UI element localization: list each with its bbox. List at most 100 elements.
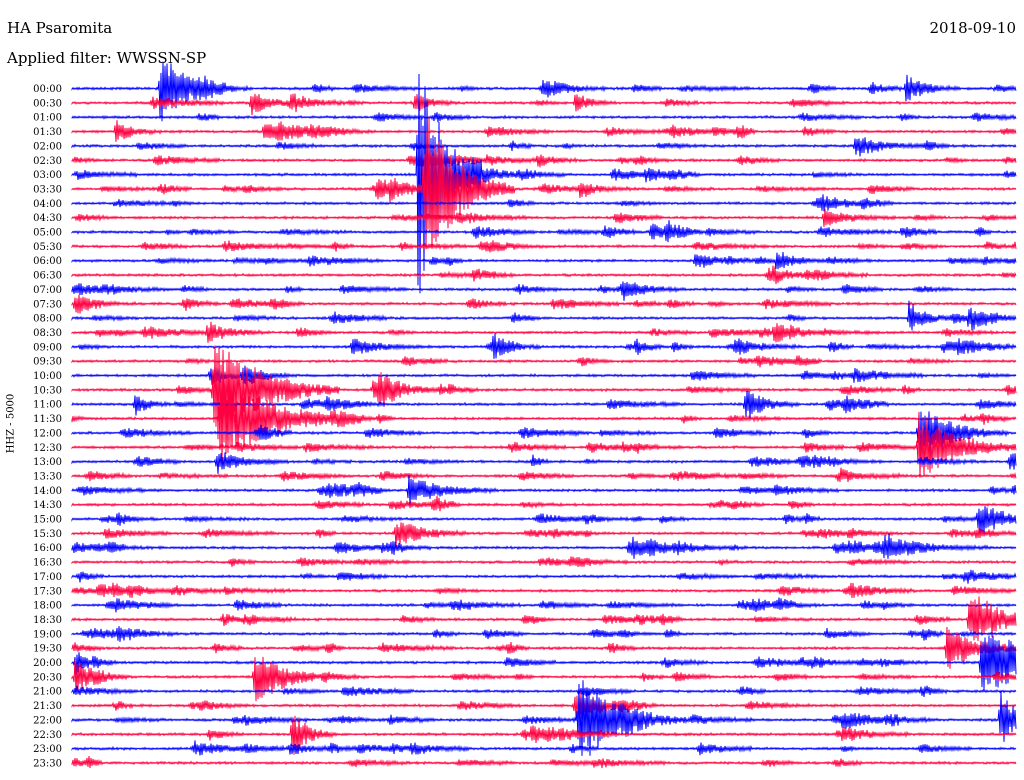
- seismic-trace: [71, 281, 1017, 301]
- seismic-trace: [71, 692, 1017, 720]
- seismic-trace: [71, 596, 1017, 642]
- seismic-trace: [71, 680, 1017, 756]
- seismic-trace: [71, 333, 1017, 359]
- trace-time-label: 06:30: [33, 271, 62, 282]
- seismic-trace: [71, 148, 1017, 171]
- station-title: HA Psaromita: [7, 19, 113, 37]
- trace-time-label: 13:30: [33, 471, 62, 482]
- trace-layer: [71, 61, 1017, 769]
- trace-time-label: 17:30: [33, 586, 62, 597]
- trace-time-label: 21:00: [33, 687, 62, 698]
- trace-time-label: 07:30: [33, 299, 62, 310]
- trace-time-label: 05:00: [33, 228, 62, 239]
- seismic-trace: [71, 467, 1017, 483]
- seismic-trace: [71, 755, 1017, 769]
- seismic-trace: [71, 506, 1017, 534]
- trace-time-label: 10:00: [33, 371, 62, 382]
- trace-time-label: 23:30: [33, 758, 62, 769]
- trace-time-label: 01:30: [33, 127, 62, 138]
- seismic-trace: [71, 656, 1017, 702]
- trace-time-label: 07:00: [33, 285, 62, 296]
- seismic-trace: [71, 220, 1017, 243]
- filter-label: Applied filter: WWSSN-SP: [7, 49, 207, 67]
- trace-time-label: 04:00: [33, 199, 62, 210]
- seismic-trace: [71, 251, 1017, 270]
- trace-time-label: 12:30: [33, 443, 62, 454]
- trace-time-label: 03:30: [33, 184, 62, 195]
- seismic-trace: [71, 411, 1017, 478]
- seismic-trace: [71, 556, 1017, 568]
- trace-time-label: 08:30: [33, 328, 62, 339]
- seismic-trace: [71, 294, 1017, 314]
- trace-time-label: 12:00: [33, 428, 62, 439]
- trace-time-label: 21:30: [33, 701, 62, 712]
- seismic-trace: [71, 73, 1017, 294]
- seismic-trace: [71, 116, 1017, 249]
- trace-time-label: 00:30: [33, 98, 62, 109]
- seismic-trace: [71, 685, 1017, 698]
- seismic-trace: [71, 112, 1017, 123]
- trace-time-label: 19:00: [33, 629, 62, 640]
- seismic-trace: [71, 61, 1017, 122]
- trace-time-label: 23:00: [33, 744, 62, 755]
- trace-time-label: 19:30: [33, 644, 62, 655]
- trace-time-label: 15:00: [33, 515, 62, 526]
- seismic-trace: [71, 265, 1017, 285]
- date-label: 2018-09-10: [929, 19, 1016, 37]
- trace-time-label: 22:00: [33, 715, 62, 726]
- trace-time-label: 16:00: [33, 543, 62, 554]
- seismic-trace: [71, 474, 1017, 506]
- trace-time-label: 02:30: [33, 156, 62, 167]
- seismic-trace: [71, 495, 1017, 512]
- trace-time-label: 16:30: [33, 558, 62, 569]
- trace-time-label: 14:00: [33, 486, 62, 497]
- seismic-trace: [71, 452, 1017, 474]
- trace-time-label: 18:00: [33, 601, 62, 612]
- trace-time-label: 03:00: [33, 170, 62, 181]
- seismic-trace: [71, 582, 1017, 599]
- trace-time-label: 10:30: [33, 385, 62, 396]
- trace-time-label: 18:30: [33, 615, 62, 626]
- trace-time-label: 11:00: [33, 400, 62, 411]
- seismic-trace: [71, 569, 1017, 584]
- trace-time-label: 20:30: [33, 672, 62, 683]
- seismic-trace: [71, 376, 1017, 465]
- seismic-trace: [71, 411, 1017, 462]
- trace-time-label: 17:00: [33, 572, 62, 583]
- seismic-trace: [71, 533, 1017, 559]
- trace-time-label: 09:30: [33, 357, 62, 368]
- seismic-trace: [71, 355, 1017, 368]
- seismic-trace: [71, 626, 1017, 642]
- seismic-trace: [71, 120, 1017, 142]
- trace-time-label: 08:00: [33, 314, 62, 325]
- seismic-trace: [71, 626, 1017, 669]
- seismic-trace: [71, 137, 1017, 157]
- trace-time-label: 04:30: [33, 213, 62, 224]
- trace-time-label: 11:30: [33, 414, 62, 425]
- trace-time-label: 06:00: [33, 256, 62, 267]
- seismic-trace: [71, 321, 1017, 343]
- trace-time-label: 20:00: [33, 658, 62, 669]
- trace-time-label: 22:30: [33, 730, 62, 741]
- trace-time-label: 01:00: [33, 113, 62, 124]
- seismic-trace: [71, 93, 1017, 116]
- seismic-trace: [71, 635, 1017, 691]
- seismic-trace: [71, 194, 1017, 212]
- trace-time-label: 05:30: [33, 242, 62, 253]
- trace-time-label: 15:30: [33, 529, 62, 540]
- seismic-trace: [71, 208, 1017, 227]
- trace-time-label: 00:00: [33, 84, 62, 95]
- seismic-trace: [71, 300, 1017, 331]
- seismic-trace: [71, 740, 1017, 756]
- trace-time-label: 14:30: [33, 500, 62, 511]
- seismic-trace: [71, 345, 1017, 440]
- trace-time-label: 09:00: [33, 342, 62, 353]
- seismic-trace: [71, 240, 1017, 253]
- trace-label-layer: 00:00 00:30 01:00 01:30 02:00 02:30 03:00 03:30…: [33, 84, 62, 769]
- seismic-trace: [71, 597, 1017, 613]
- seismic-trace: [71, 522, 1017, 549]
- trace-time-label: 02:00: [33, 141, 62, 152]
- trace-time-label: 13:00: [33, 457, 62, 468]
- seismic-trace: [71, 715, 1017, 755]
